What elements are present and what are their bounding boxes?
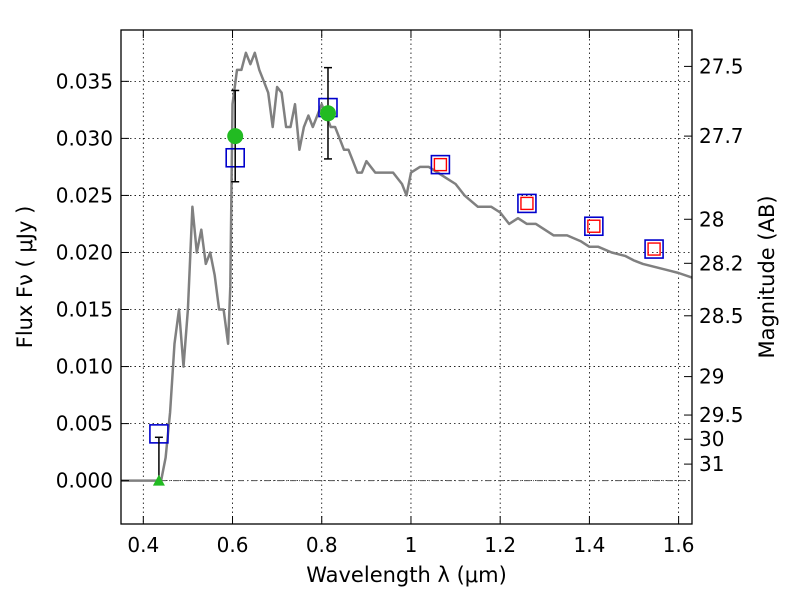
model-photometry-square xyxy=(430,154,451,175)
y-tick-label: 0.015 xyxy=(56,298,113,322)
y2-tick-label: 29 xyxy=(699,365,724,389)
x-axis-label: Wavelength λ (μm) xyxy=(306,563,507,587)
ir-photometry-square xyxy=(520,196,534,211)
plot-frame xyxy=(120,29,693,525)
y2-tick-label: 28.2 xyxy=(699,251,744,275)
upper-limit-triangle xyxy=(152,474,165,486)
model-sed-line xyxy=(121,51,693,482)
y-axis-label: Flux Fν ( μJy ) xyxy=(13,206,37,349)
y2-tick-label: 27.5 xyxy=(699,54,744,78)
model-photometry-square xyxy=(584,216,604,237)
model-sed-layer xyxy=(121,51,693,482)
y-tick-label: 0.025 xyxy=(56,183,113,207)
axis-ticks xyxy=(121,30,692,524)
ir-photometry-square xyxy=(647,242,661,256)
tick-labels: 0.4 0.6 0.8 1 1.2 1.4 1.6 0.000 0.005 0.010 0.015 0… xyxy=(56,54,744,557)
x-tick-label: 0.6 xyxy=(217,533,249,557)
model-photometry-square xyxy=(644,239,664,259)
y-tick-label: 0.035 xyxy=(56,69,113,93)
y2-tick-label: 31 xyxy=(699,452,724,476)
x-tick-label: 1.6 xyxy=(663,533,695,557)
y2-tick-label: 28 xyxy=(699,207,724,231)
detection-point xyxy=(227,128,244,145)
ir-photometry-square xyxy=(433,157,448,172)
x-tick-label: 0.4 xyxy=(127,533,159,557)
y2-axis-label: Magnitude (AB) xyxy=(755,195,779,358)
x-tick-label: 0.8 xyxy=(306,533,338,557)
y-tick-label: 0.030 xyxy=(56,126,113,150)
grid-lines xyxy=(121,30,692,524)
y2-tick-label: 28.5 xyxy=(699,304,744,328)
model-photometry-square xyxy=(517,193,537,214)
detection-point xyxy=(319,105,336,122)
y-tick-label: 0.020 xyxy=(56,240,113,264)
y-tick-label: 0.000 xyxy=(56,469,113,493)
x-tick-label: 1.4 xyxy=(573,533,605,557)
ir-photometry-square xyxy=(587,219,601,233)
photometry-layer xyxy=(149,66,664,486)
y-tick-label: 0.005 xyxy=(56,412,113,436)
x-tick-label: 1.2 xyxy=(484,533,516,557)
y-tick-label: 0.010 xyxy=(56,355,113,379)
x-tick-label: 1 xyxy=(405,533,418,557)
y2-tick-label: 27.7 xyxy=(699,124,744,148)
y2-tick-label: 29.5 xyxy=(699,403,744,427)
y2-tick-label: 30 xyxy=(699,427,724,451)
